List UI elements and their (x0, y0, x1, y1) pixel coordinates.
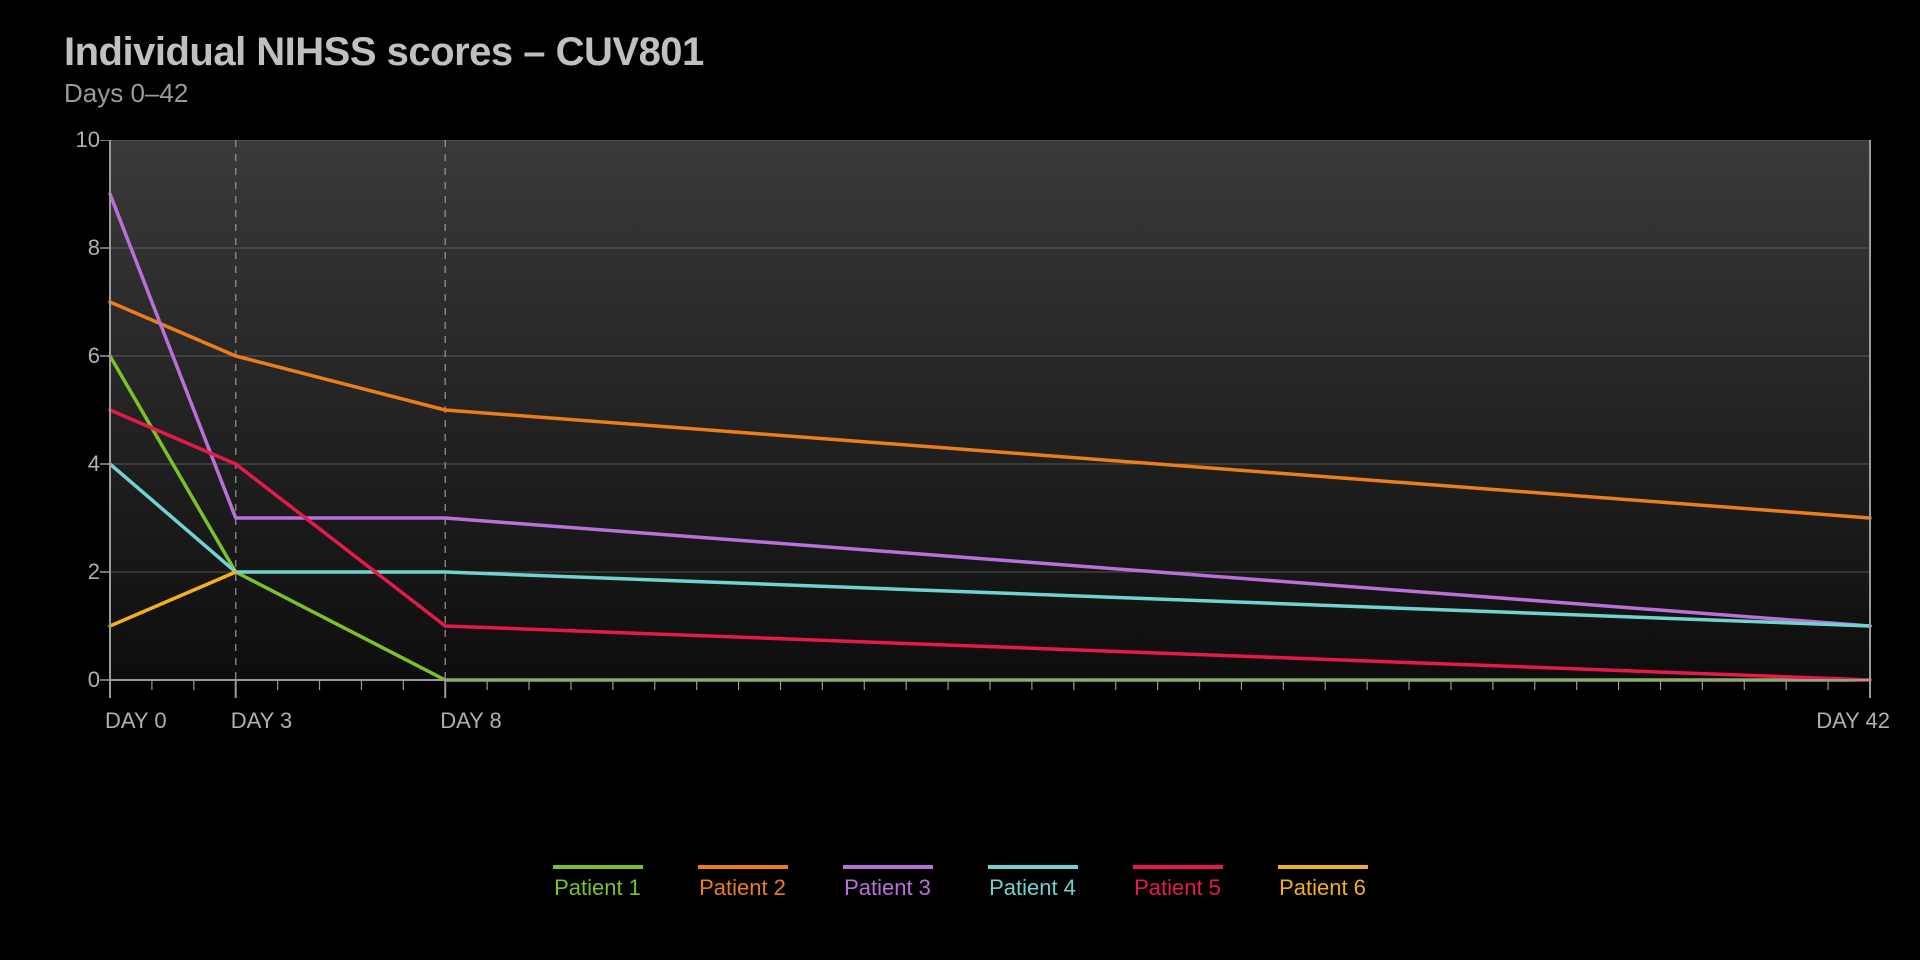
y-tick-label: 4 (60, 451, 100, 477)
y-tick-label: 8 (60, 235, 100, 261)
chart-area: 0246810 DAY 0DAY 3DAY 8DAY 42 (60, 140, 1890, 765)
x-tick-label: DAY 0 (105, 708, 167, 734)
legend-label: Patient 5 (1134, 875, 1221, 901)
y-tick-label: 0 (60, 667, 100, 693)
legend-label: Patient 4 (989, 875, 1076, 901)
x-tick-label: DAY 8 (440, 708, 502, 734)
legend-swatch (843, 865, 933, 869)
legend-swatch (988, 865, 1078, 869)
legend-item: Patient 6 (1278, 865, 1368, 901)
y-tick-label: 2 (60, 559, 100, 585)
legend-label: Patient 1 (554, 875, 641, 901)
legend-item: Patient 5 (1133, 865, 1223, 901)
legend-swatch (698, 865, 788, 869)
legend-label: Patient 2 (699, 875, 786, 901)
legend-swatch (1133, 865, 1223, 869)
legend-item: Patient 2 (698, 865, 788, 901)
x-tick-label: DAY 42 (1816, 708, 1890, 734)
legend-label: Patient 6 (1279, 875, 1366, 901)
line-chart-svg (60, 140, 1890, 760)
legend: Patient 1 Patient 2 Patient 3 Patient 4 Pati… (0, 865, 1920, 901)
y-tick-label: 6 (60, 343, 100, 369)
legend-item: Patient 1 (553, 865, 643, 901)
legend-label: Patient 3 (844, 875, 931, 901)
x-tick-label: DAY 3 (231, 708, 293, 734)
chart-subtitle: Days 0–42 (64, 78, 188, 109)
legend-swatch (1278, 865, 1368, 869)
legend-item: Patient 4 (988, 865, 1078, 901)
legend-item: Patient 3 (843, 865, 933, 901)
chart-title: Individual NIHSS scores – CUV801 (64, 30, 704, 75)
y-tick-label: 10 (60, 127, 100, 153)
legend-swatch (553, 865, 643, 869)
